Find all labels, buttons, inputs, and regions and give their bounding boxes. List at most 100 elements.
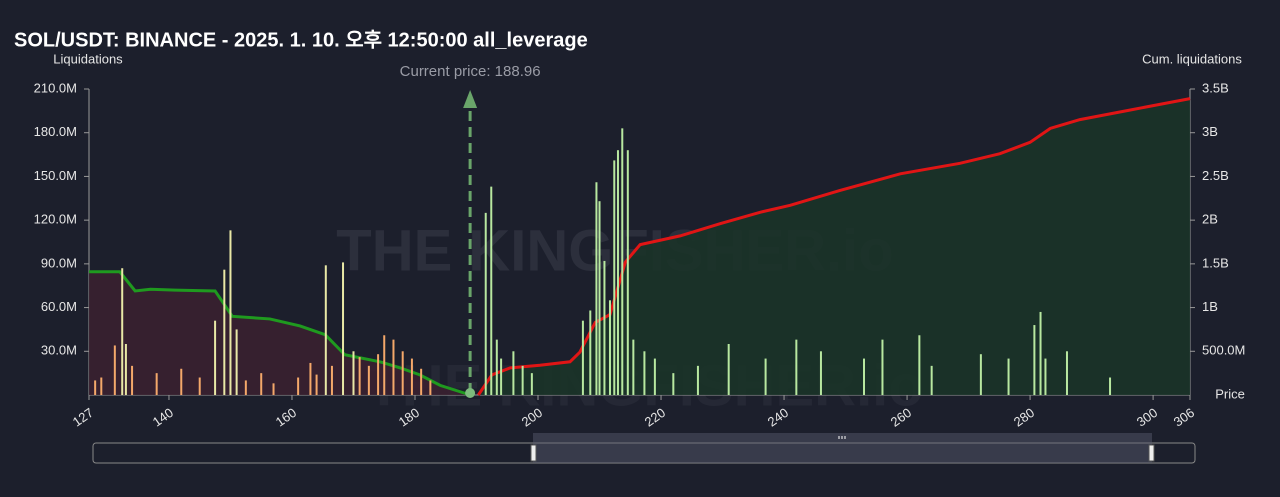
cum-line xyxy=(477,97,1191,396)
bar xyxy=(309,362,312,395)
bar xyxy=(315,374,318,395)
bar xyxy=(1033,325,1036,395)
navigator-handle[interactable] xyxy=(530,444,537,462)
y2-tick-label: 1.5B xyxy=(1202,255,1229,270)
bar xyxy=(342,262,345,395)
y-tick-label: 180.0M xyxy=(34,124,77,139)
x-tick-label: 280 xyxy=(1011,405,1037,430)
bar xyxy=(272,383,275,395)
bar xyxy=(358,357,361,395)
bar xyxy=(863,358,866,395)
navigator[interactable] xyxy=(92,442,1196,464)
bar xyxy=(260,373,263,395)
x-tick-label: 140 xyxy=(150,405,176,430)
y-tick-label: 60.0M xyxy=(41,299,77,314)
y2-tick-label: 3B xyxy=(1202,124,1218,139)
bar xyxy=(1007,358,1010,395)
y2-tick-label: 2B xyxy=(1202,212,1218,227)
bar xyxy=(244,380,247,395)
bar xyxy=(795,339,798,395)
bar xyxy=(429,380,432,395)
x-tick-label: 306 xyxy=(1171,405,1197,430)
bar xyxy=(1065,351,1068,395)
y2-axis-label: Cum. liquidations xyxy=(1142,51,1242,66)
current-price-dot xyxy=(465,388,476,398)
bar xyxy=(621,128,624,396)
y-axis-label: Liquidations xyxy=(53,51,123,66)
plot: 30.0M 60.0M 90.0M 120.0M 150.0M 180.0M 210.0M 5… xyxy=(34,63,1246,430)
bar xyxy=(330,365,333,395)
navigator-handle[interactable] xyxy=(1148,444,1155,462)
bar xyxy=(180,368,183,395)
bar xyxy=(1039,311,1042,395)
current-price-label: Current price: 188.96 xyxy=(400,63,541,80)
bar xyxy=(727,344,730,395)
bar xyxy=(1109,377,1112,395)
bar xyxy=(410,358,413,395)
bar xyxy=(229,230,232,395)
bar xyxy=(124,344,127,395)
bar xyxy=(484,212,487,395)
bar xyxy=(521,365,524,395)
scroll-grip[interactable] xyxy=(838,436,846,439)
bar xyxy=(626,150,629,395)
bar xyxy=(603,260,606,395)
bar xyxy=(420,368,423,395)
y2-tick-label: 500.0M xyxy=(1202,343,1245,358)
cum-line xyxy=(89,270,471,397)
bar xyxy=(324,265,327,395)
bar xyxy=(490,186,493,395)
bar xyxy=(198,377,201,395)
bar xyxy=(881,339,884,395)
bar xyxy=(918,335,921,395)
bar xyxy=(401,351,404,395)
bar xyxy=(581,320,584,395)
bar xyxy=(530,373,533,395)
bar xyxy=(155,373,158,395)
bar xyxy=(121,268,124,395)
bar xyxy=(100,377,103,395)
bar xyxy=(616,150,619,395)
y2-tick-label: 1B xyxy=(1202,299,1218,314)
bar xyxy=(608,300,611,395)
y-tick-label: 150.0M xyxy=(34,168,77,183)
y2-tick-label: 2.5B xyxy=(1202,168,1229,183)
y-tick-label: 210.0M xyxy=(34,80,77,95)
bar xyxy=(297,377,300,395)
x-axis-label: Price xyxy=(1215,386,1245,401)
x-tick-label: 127 xyxy=(70,405,96,430)
y-tick-label: 90.0M xyxy=(41,255,77,270)
bar xyxy=(595,182,598,395)
bar xyxy=(653,358,656,395)
y2-tick-label: 3.5B xyxy=(1202,80,1229,95)
x-tick-label: 160 xyxy=(273,405,299,430)
y-tick-label: 30.0M xyxy=(41,343,77,358)
bar xyxy=(500,358,503,395)
bar xyxy=(383,335,386,395)
chart-title: SOL/USDT: BINANCE - 2025. 1. 10. 오후 12:5… xyxy=(14,28,588,51)
bar xyxy=(598,201,601,395)
bar xyxy=(764,358,767,395)
bar xyxy=(643,351,646,395)
bar xyxy=(377,354,380,395)
bar xyxy=(819,351,822,395)
bar xyxy=(613,160,616,395)
bar xyxy=(367,365,370,395)
bar xyxy=(512,351,515,395)
bar xyxy=(696,365,699,395)
bar xyxy=(979,354,982,395)
bar xyxy=(672,373,675,395)
bar xyxy=(223,269,226,395)
bar xyxy=(930,365,933,395)
bar xyxy=(495,339,498,395)
x-tick-label: 300 xyxy=(1134,405,1160,430)
bar xyxy=(94,380,97,395)
cum-area xyxy=(89,271,471,395)
bar xyxy=(392,339,395,395)
bar xyxy=(214,320,217,395)
cum-area xyxy=(478,98,1191,396)
bar xyxy=(1044,358,1047,395)
bar xyxy=(352,351,355,395)
bar xyxy=(632,339,635,395)
